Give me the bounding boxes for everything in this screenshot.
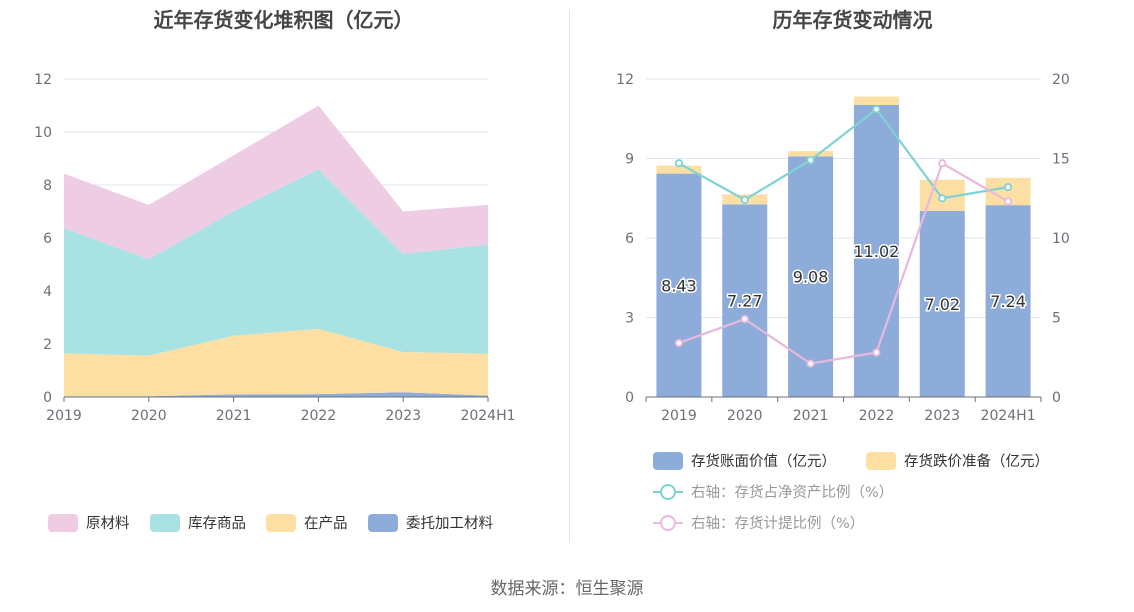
bar-存货跌价准备（亿元） bbox=[853, 96, 899, 105]
legend-swatch bbox=[150, 513, 180, 532]
bar-value-label: 11.02 bbox=[854, 242, 900, 261]
legend-item[interactable]: 库存商品 bbox=[150, 512, 246, 533]
line-右轴：存货占净资产比例（%） bbox=[678, 107, 1009, 202]
area-库存商品 bbox=[64, 169, 488, 356]
y-tick-label: 0 bbox=[43, 390, 52, 406]
line-point bbox=[740, 314, 749, 324]
y-tick-label: 6 bbox=[43, 231, 52, 247]
area-委托加工材料 bbox=[64, 392, 488, 397]
bar-value-label: 7.24 bbox=[990, 292, 1026, 311]
y-tick-label: 4 bbox=[43, 284, 52, 300]
right-chart-panel: 历年存货变动情况 0 3 6 9 12 0 5 10 15 20 8.43 7.27 9.08 11.02… bbox=[571, 0, 1134, 545]
area-原材料 bbox=[64, 105, 488, 260]
y-right-tick-label: 10 bbox=[1052, 231, 1070, 247]
right-chart-title: 历年存货变动情况 bbox=[772, 8, 933, 32]
y-left-tick-label: 3 bbox=[625, 311, 634, 327]
x-tick-label: 2023 bbox=[385, 408, 421, 424]
line-point bbox=[740, 195, 749, 204]
bar-存货账面价值（亿元） bbox=[919, 210, 965, 397]
x-tick-label: 2019 bbox=[661, 408, 697, 424]
y-tick-label: 8 bbox=[43, 178, 52, 194]
bar-存货账面价值（亿元） bbox=[853, 104, 899, 397]
line-point bbox=[1003, 183, 1013, 192]
y-left-tick-label: 6 bbox=[625, 231, 634, 247]
line-point bbox=[1003, 197, 1013, 206]
x-tick-label: 2024H1 bbox=[460, 408, 515, 424]
legend-item[interactable]: 在产品 bbox=[266, 512, 348, 533]
line-point bbox=[806, 359, 815, 368]
line-point bbox=[674, 338, 684, 348]
bar-存货账面价值（亿元） bbox=[656, 173, 702, 397]
legend-label: 库存商品 bbox=[188, 516, 246, 532]
legend-item[interactable]: 委托加工材料 bbox=[368, 512, 493, 533]
x-tick-label: 2020 bbox=[131, 408, 167, 424]
legend-line-marker bbox=[653, 514, 683, 532]
legend-swatch bbox=[653, 451, 683, 470]
legend-item[interactable]: 原材料 bbox=[48, 512, 130, 533]
y-tick-label: 2 bbox=[43, 337, 52, 353]
line-point bbox=[872, 105, 881, 114]
line-point bbox=[674, 159, 684, 168]
bar-存货账面价值（亿元） bbox=[722, 204, 768, 397]
bar-value-label: 9.08 bbox=[793, 268, 829, 287]
legend-line-marker bbox=[653, 483, 683, 501]
y-right-tick-label: 20 bbox=[1052, 72, 1070, 88]
legend-swatch bbox=[368, 513, 398, 532]
y-left-tick-label: 0 bbox=[625, 390, 634, 406]
bar-存货跌价准备（亿元） bbox=[788, 151, 834, 157]
legend-item[interactable]: 存货跌价准备（亿元） bbox=[866, 450, 1049, 471]
line-point bbox=[938, 194, 947, 203]
bar-value-label: 7.27 bbox=[727, 292, 763, 311]
legend-label: 右轴：存货占净资产比例（%） bbox=[691, 485, 894, 501]
y-right-tick-label: 0 bbox=[1052, 390, 1061, 406]
legend-item[interactable]: 右轴：存货占净资产比例（%） bbox=[653, 481, 893, 502]
left-chart-panel: 近年存货变化堆积图（亿元） 0 2 4 6 8 10 12 2019 2020 2021 2022 2… bbox=[0, 0, 567, 545]
x-tick-label: 2021 bbox=[216, 408, 252, 424]
legend-label: 存货账面价值（亿元） bbox=[691, 454, 836, 470]
x-tick-label: 2023 bbox=[924, 408, 960, 424]
x-tick-label: 2020 bbox=[727, 408, 763, 424]
legend-label: 右轴：存货计提比例（%） bbox=[691, 516, 865, 532]
bar-value-label: 8.43 bbox=[661, 276, 697, 295]
y-tick-label: 10 bbox=[34, 125, 52, 141]
data-source-footer: 数据来源：恒生聚源 bbox=[490, 579, 644, 599]
legend-label: 在产品 bbox=[304, 516, 348, 532]
legend-label: 存货跌价准备（亿元） bbox=[904, 454, 1049, 470]
left-legend: 原材料 库存商品 在产品 委托加工材料 bbox=[0, 0, 567, 545]
y-left-tick-label: 9 bbox=[625, 152, 634, 168]
bar-存货账面价值（亿元） bbox=[985, 205, 1031, 397]
legend-swatch bbox=[48, 513, 78, 532]
y-right-tick-label: 5 bbox=[1052, 311, 1061, 327]
line-point bbox=[806, 155, 815, 165]
legend-swatch bbox=[266, 513, 296, 532]
legend-swatch bbox=[866, 451, 896, 470]
legend-item[interactable]: 存货账面价值（亿元） bbox=[653, 450, 836, 471]
y-left-tick-label: 12 bbox=[616, 72, 634, 88]
x-tick-label: 2022 bbox=[859, 408, 895, 424]
left-chart-title: 近年存货变化堆积图（亿元） bbox=[153, 8, 414, 32]
panel-divider bbox=[569, 10, 570, 542]
bar-存货账面价值（亿元） bbox=[788, 156, 834, 397]
y-tick-label: 12 bbox=[34, 72, 52, 88]
stacked-area-chart: 0 2 4 6 8 10 12 2019 2020 2021 2022 2023 2024H1 bbox=[34, 72, 515, 424]
legend-item[interactable]: 右轴：存货计提比例（%） bbox=[653, 512, 864, 533]
y-right-tick-label: 15 bbox=[1052, 152, 1070, 168]
area-在产品 bbox=[64, 328, 488, 397]
legend-label: 原材料 bbox=[86, 516, 130, 532]
legend-label: 委托加工材料 bbox=[406, 516, 493, 532]
line-point bbox=[872, 348, 881, 357]
x-tick-label: 2022 bbox=[301, 408, 337, 424]
bar-存货跌价准备（亿元） bbox=[656, 165, 702, 174]
stacked-bar-line-chart: 0 3 6 9 12 0 5 10 15 20 8.43 7.27 9.08 11.02 7.02 7.24 2… bbox=[616, 72, 1070, 424]
right-legend: 存货账面价值（亿元） 存货跌价准备（亿元） 右轴：存货占净资产比例（%） 右轴：存货计… bbox=[571, 0, 1134, 545]
x-tick-label: 2019 bbox=[46, 408, 82, 424]
x-tick-label: 2024H1 bbox=[981, 408, 1036, 424]
line-右轴：存货计提比例（%） bbox=[678, 161, 1009, 365]
line-point bbox=[938, 159, 947, 168]
x-tick-label: 2021 bbox=[793, 408, 829, 424]
bar-value-label: 7.02 bbox=[924, 295, 960, 314]
